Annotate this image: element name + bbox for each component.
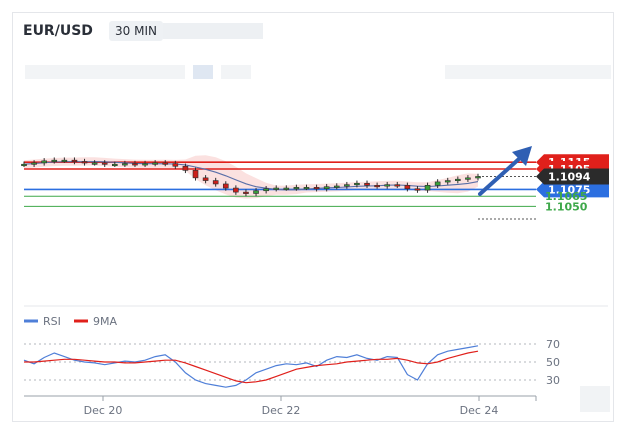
candle-body <box>293 187 300 190</box>
candle-body <box>91 162 98 165</box>
candle-body <box>202 177 209 181</box>
level-label: 1.1050 <box>545 200 588 213</box>
level-label: 1.1065 <box>545 190 587 203</box>
candle-body <box>192 170 199 179</box>
rsi-series-9ma <box>24 350 479 384</box>
forecast-arrow <box>478 156 522 196</box>
candle-body <box>21 163 27 167</box>
candle-body <box>374 185 380 188</box>
rsi-tick-label: 50 <box>546 356 560 369</box>
candle-body <box>31 162 37 165</box>
blurred-header-area <box>163 23 263 39</box>
candle-body <box>51 159 58 162</box>
candle-body <box>253 190 259 194</box>
legend-label: 9MA <box>93 315 117 328</box>
moving-average-line <box>23 161 479 191</box>
bollinger-band <box>24 155 478 199</box>
rsi-tick-label: 30 <box>546 374 560 387</box>
rsi-tick-label: 70 <box>546 338 560 351</box>
candle-body <box>394 184 401 187</box>
chart-header: EUR/USD 30 MIN <box>13 13 613 51</box>
rsi-series-rsi <box>23 345 479 388</box>
candle-body <box>344 184 350 187</box>
candle-body <box>243 191 249 194</box>
candle-body <box>212 180 219 185</box>
candle-body <box>384 184 391 187</box>
candle-body <box>61 159 68 162</box>
candle-body <box>323 186 330 190</box>
candle-body <box>152 162 158 165</box>
current-price-label: 1.1094 <box>548 170 591 183</box>
candle-body <box>132 163 138 166</box>
candle-body <box>162 162 169 165</box>
candle-body <box>404 185 411 190</box>
candle-body <box>424 185 431 191</box>
candle-body <box>81 161 88 164</box>
x-tick-label: Dec 20 <box>84 404 123 417</box>
candle-body <box>172 163 179 167</box>
level-tag <box>536 181 609 198</box>
timeframe-badge[interactable]: 30 MIN <box>109 21 163 41</box>
instrument-name: EUR/USD <box>23 23 93 39</box>
candle-body <box>233 187 239 193</box>
candle-body <box>434 181 441 186</box>
candle-body <box>112 163 118 167</box>
candle-body <box>273 187 280 190</box>
legend-label: RSI <box>43 315 61 328</box>
candle-body <box>465 177 471 180</box>
candle-body <box>142 163 148 166</box>
candle-body <box>182 165 189 171</box>
candle-body <box>354 182 360 186</box>
candle-body <box>222 183 229 189</box>
candle-body <box>364 182 370 186</box>
x-tick-label: Dec 24 <box>460 404 499 417</box>
candle-body <box>263 188 269 192</box>
candle-body <box>444 180 451 183</box>
candle-body <box>122 163 128 166</box>
candle-body <box>313 187 320 190</box>
current-price-tag <box>536 168 609 185</box>
candle-body <box>455 178 461 181</box>
candle-body <box>71 159 78 162</box>
blurred-corner <box>580 386 610 412</box>
forecast-arrowhead <box>512 146 532 166</box>
level-label: 1.1075 <box>548 183 590 196</box>
candle-body <box>303 187 310 190</box>
candle-body <box>333 185 340 188</box>
candle-body <box>414 188 421 191</box>
candle-body <box>475 176 481 179</box>
candle-body <box>41 160 47 164</box>
blurred-toolbar <box>25 65 613 79</box>
x-tick-label: Dec 22 <box>262 404 301 417</box>
candle-body <box>101 162 108 165</box>
candle-body <box>283 187 290 190</box>
chart-card: EUR/USD 30 MIN <box>12 12 614 422</box>
